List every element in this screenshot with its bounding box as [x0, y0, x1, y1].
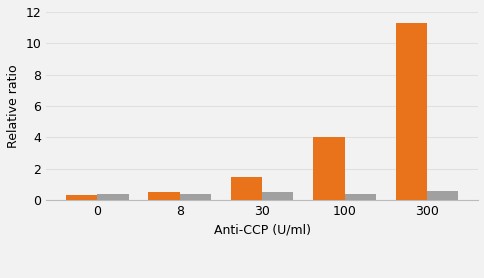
Bar: [230, 177, 262, 200]
Bar: [344, 194, 375, 200]
Bar: [97, 194, 128, 200]
Bar: [313, 137, 344, 200]
Bar: [66, 195, 97, 200]
Bar: [426, 191, 457, 200]
X-axis label: Anti-CCP (U/ml): Anti-CCP (U/ml): [213, 224, 310, 237]
Bar: [262, 192, 293, 200]
Y-axis label: Relative ratio: Relative ratio: [7, 64, 20, 148]
Bar: [395, 23, 426, 200]
Bar: [148, 192, 179, 200]
Bar: [179, 194, 211, 200]
